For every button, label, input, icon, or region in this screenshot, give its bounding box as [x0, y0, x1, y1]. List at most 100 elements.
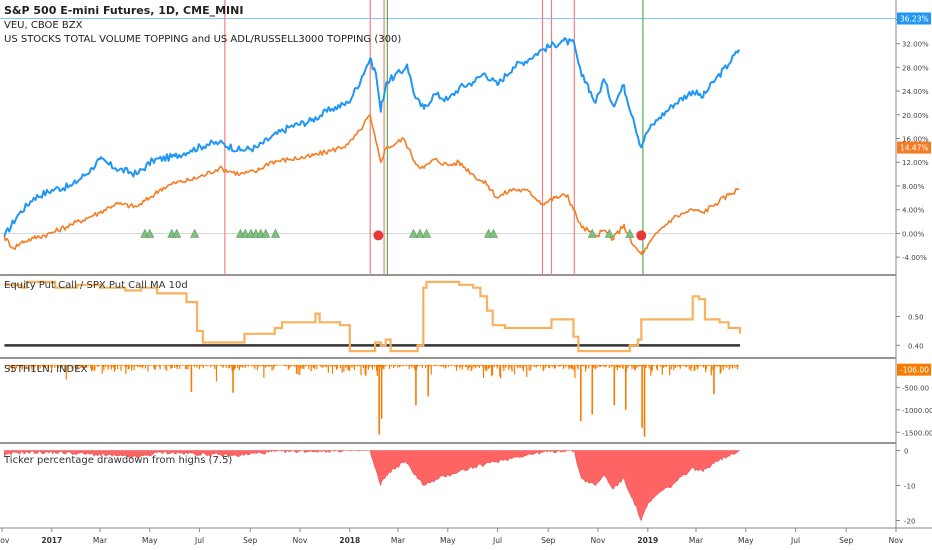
s5th-bar [727, 364, 730, 366]
s5th-bar [322, 364, 325, 367]
s5th-bar [631, 364, 633, 370]
s5th-bar [171, 364, 173, 369]
s5th-bar [664, 364, 667, 367]
s5th-bar [536, 364, 538, 367]
s5th-bar [311, 364, 313, 368]
s5th-bar [277, 364, 279, 366]
s5th-bar [573, 364, 575, 371]
s5th-bar [465, 364, 467, 367]
s5th-bar [88, 364, 90, 366]
s5th-bar [617, 364, 619, 368]
s5th-bar [488, 364, 490, 369]
s5th-bar [374, 364, 376, 368]
s5th-bar [24, 364, 27, 366]
s5th-bar [136, 364, 138, 367]
s5th-bar [295, 364, 298, 374]
s5th-bar [11, 364, 13, 373]
s5th-spike-bar [190, 364, 193, 392]
x-tick-label: Nov [591, 536, 606, 545]
s5th-bar [673, 364, 676, 367]
s5th-bar [362, 364, 364, 367]
s5th-bar [633, 364, 636, 370]
s5th-bar [31, 364, 33, 371]
s5th-bar [398, 364, 400, 368]
s5th-bar [722, 364, 725, 370]
s5th-bar [319, 364, 321, 366]
s5th-bar [102, 364, 104, 367]
s5th-bar [263, 364, 265, 378]
s5th-bar [525, 364, 527, 366]
s5th-bar [348, 364, 350, 370]
s5th-bar [469, 364, 471, 367]
s5th-bar [680, 364, 682, 367]
s5th-bar [255, 364, 258, 366]
s5th-spike-bar [624, 364, 627, 410]
s5th-bar [411, 364, 413, 368]
s5th-bar [482, 364, 484, 368]
s5th-bar [17, 364, 19, 366]
s5th-bar [726, 364, 728, 368]
s5th-bar [131, 364, 134, 367]
s5th-bar [700, 364, 702, 366]
s5th-bar [720, 364, 722, 373]
s5th-bar [196, 364, 198, 368]
s5th-bar [585, 364, 587, 369]
s5th-bar [722, 364, 724, 367]
s5th-bar [540, 364, 542, 368]
s5th-bar [107, 364, 109, 370]
s5th-bar [21, 364, 23, 370]
s5th-bar [702, 364, 704, 368]
s5th-bar [542, 364, 544, 372]
s5th-bar [103, 364, 105, 371]
s5th-bar [70, 364, 72, 366]
s5th-bar [407, 364, 409, 366]
s5th-bar [284, 364, 286, 366]
s5th-bar [33, 364, 36, 367]
s5th-bar [86, 364, 88, 369]
s5th-bar [728, 364, 730, 370]
s5th-bar [495, 364, 498, 367]
s5th-bar [287, 364, 289, 370]
s5th-bar [335, 364, 338, 370]
s5th-bar [56, 364, 58, 367]
s5th-bar [607, 364, 609, 366]
s5th-bar [261, 364, 263, 366]
s5th-bar [95, 364, 98, 366]
s5th-bar [188, 364, 191, 366]
s5th-bar [411, 364, 414, 366]
s5th-bar [28, 364, 31, 366]
s5th-bar [194, 364, 196, 366]
s5th-bar [206, 364, 208, 367]
s5th-bar [691, 364, 693, 368]
s5th-bar [482, 364, 485, 378]
s5th-bar [336, 364, 338, 369]
s5th-bar [227, 364, 229, 366]
s5th-bar [101, 364, 103, 374]
s5th-bar [517, 364, 519, 369]
s5th-bar [731, 364, 733, 366]
s5th-bar [420, 364, 422, 366]
s5th-bar [533, 364, 535, 367]
s5th-bar [393, 364, 395, 369]
s5th-bar [322, 364, 324, 368]
s5th-bar [314, 364, 316, 367]
s5th-bar [527, 364, 529, 366]
s5th-bar [202, 364, 205, 369]
s5th-bar [451, 364, 453, 366]
s5th-bar [167, 364, 169, 366]
y-tick-label: 0.00% [902, 230, 925, 238]
s5th-bar [251, 364, 253, 367]
s5th-bar [10, 364, 13, 367]
y-tick-label: -1000.00 [902, 407, 932, 415]
s5th-bar [231, 364, 233, 371]
s5th-bar [690, 364, 692, 372]
s5th-bar [691, 364, 694, 366]
s5th-bar [550, 364, 552, 366]
s5th-bar [44, 364, 46, 368]
s5th-bar [230, 364, 232, 367]
s5th-bar [477, 364, 479, 367]
s5th-bar [457, 364, 459, 366]
s5th-bar [282, 364, 285, 366]
s5th-bar [425, 364, 427, 366]
s5th-bar [90, 364, 92, 369]
